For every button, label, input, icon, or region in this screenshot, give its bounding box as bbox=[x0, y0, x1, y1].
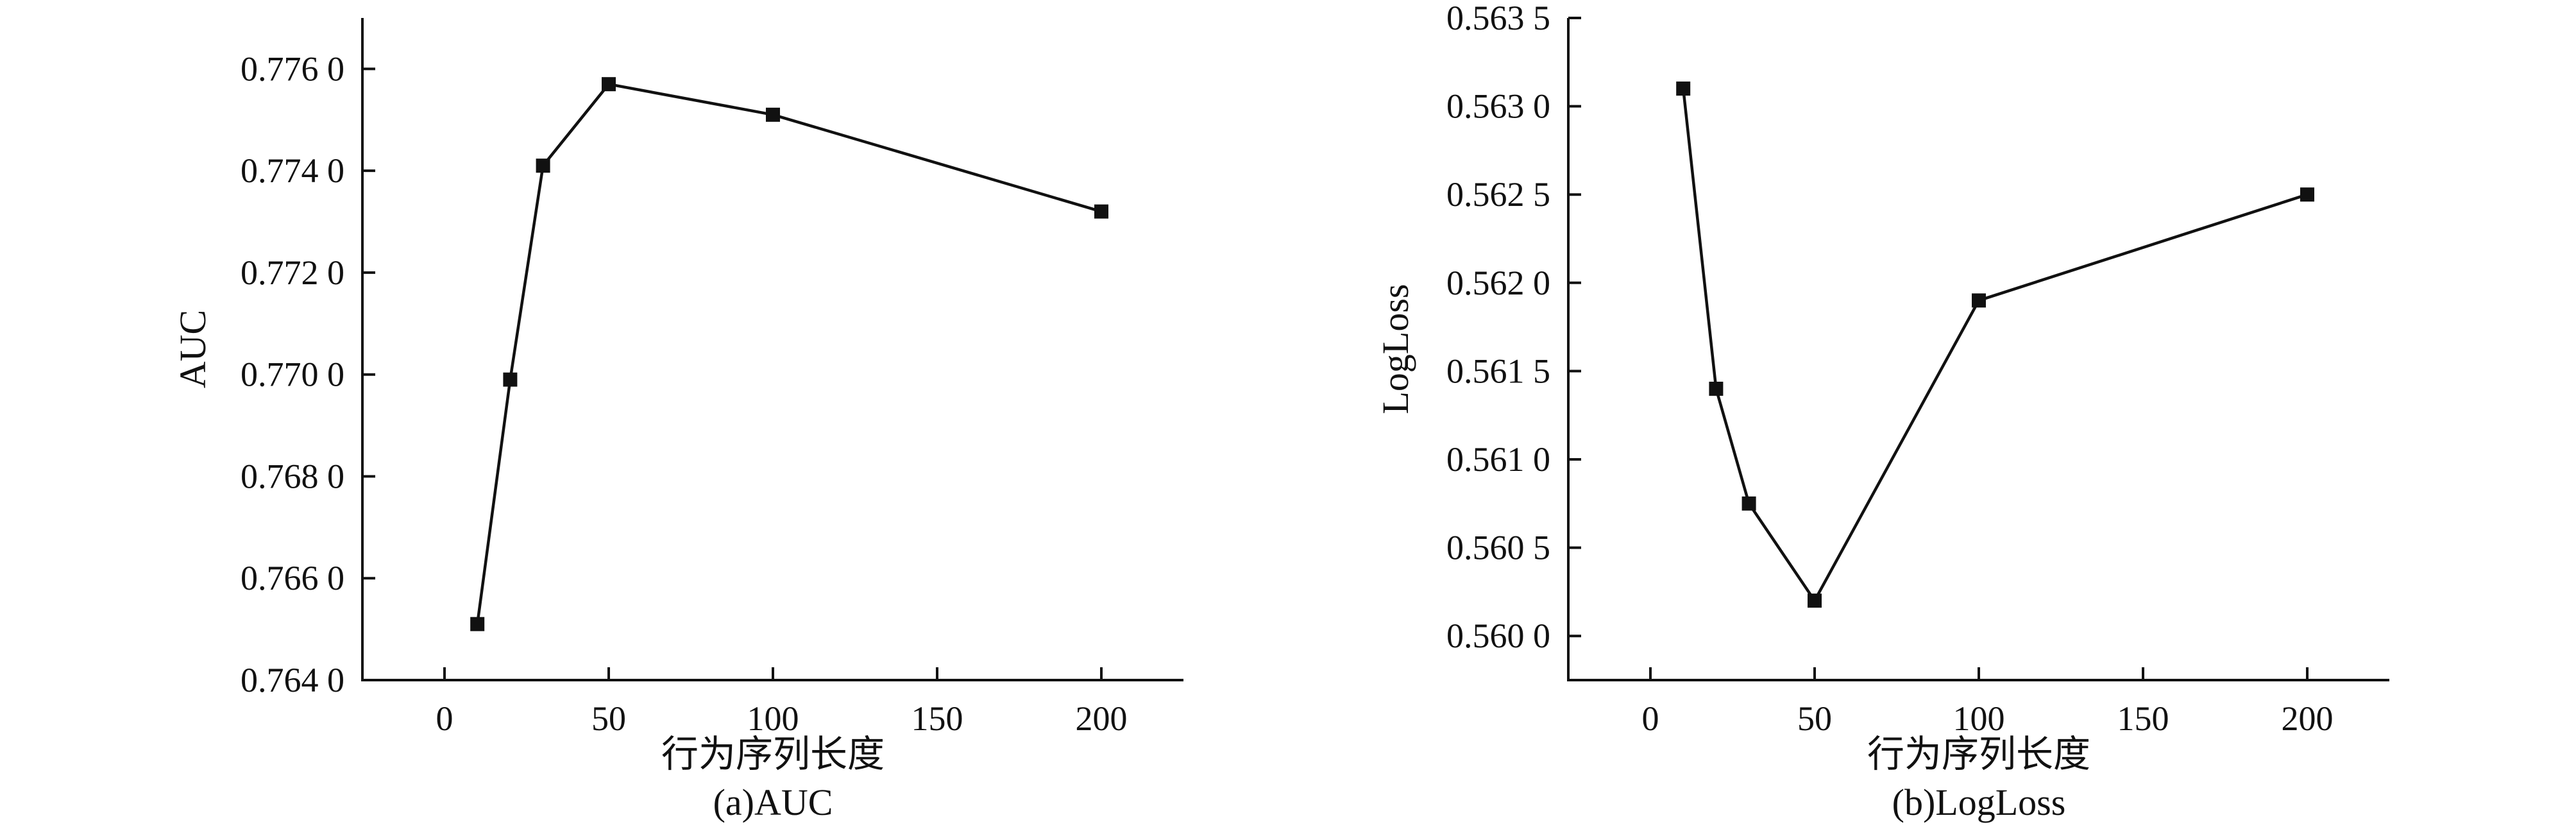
y-axis-title: AUC bbox=[172, 310, 214, 388]
y-tick-label: 0.562 5 bbox=[1446, 175, 1550, 214]
y-tick-label: 0.561 5 bbox=[1446, 352, 1550, 390]
y-tick-label: 0.561 0 bbox=[1446, 440, 1550, 479]
y-tick-label: 0.764 0 bbox=[241, 661, 344, 699]
data-point bbox=[1676, 81, 1691, 96]
x-tick-label: 0 bbox=[1642, 699, 1659, 738]
data-point bbox=[1808, 593, 1822, 608]
y-tick-label: 0.563 5 bbox=[1446, 0, 1550, 37]
y-tick-label: 0.770 0 bbox=[241, 355, 344, 394]
x-tick-label: 200 bbox=[1076, 699, 1128, 738]
x-tick-label: 200 bbox=[2282, 699, 2334, 738]
x-tick-label: 50 bbox=[1797, 699, 1832, 738]
chart-caption: (b)LogLoss bbox=[1892, 781, 2066, 823]
data-point bbox=[470, 617, 485, 631]
x-axis-title: 行为序列长度 bbox=[1867, 733, 2090, 775]
y-tick-label: 0.774 0 bbox=[241, 151, 344, 190]
y-tick-label: 0.562 0 bbox=[1446, 264, 1550, 302]
data-point bbox=[602, 77, 616, 92]
y-axis-title: LogLoss bbox=[1375, 284, 1416, 414]
series-line bbox=[475, 82, 1102, 624]
data-point bbox=[1709, 381, 1724, 396]
data-point bbox=[503, 372, 518, 387]
chart-caption: (a)AUC bbox=[713, 781, 833, 823]
x-tick-label: 0 bbox=[436, 699, 453, 738]
y-tick-label: 0.776 0 bbox=[241, 49, 344, 88]
y-tick-label: 0.768 0 bbox=[241, 457, 344, 495]
data-point bbox=[1094, 204, 1108, 219]
data-point bbox=[536, 158, 550, 173]
y-tick-label: 0.560 0 bbox=[1446, 617, 1550, 655]
y-tick-label: 0.563 0 bbox=[1446, 87, 1550, 126]
x-tick-label: 150 bbox=[2117, 699, 2169, 738]
data-point bbox=[2300, 187, 2314, 202]
x-tick-label: 100 bbox=[1953, 699, 2005, 738]
x-axis-title: 行为序列长度 bbox=[661, 733, 885, 775]
x-tick-label: 100 bbox=[747, 699, 799, 738]
data-point bbox=[1741, 496, 1756, 511]
y-tick-label: 0.772 0 bbox=[241, 253, 344, 292]
x-tick-label: 50 bbox=[591, 699, 626, 738]
series-line bbox=[1681, 88, 2308, 604]
y-tick-label: 0.766 0 bbox=[241, 559, 344, 597]
x-tick-label: 150 bbox=[911, 699, 963, 738]
data-point bbox=[766, 107, 780, 122]
data-point bbox=[1972, 293, 1986, 308]
y-tick-label: 0.560 5 bbox=[1446, 529, 1550, 567]
